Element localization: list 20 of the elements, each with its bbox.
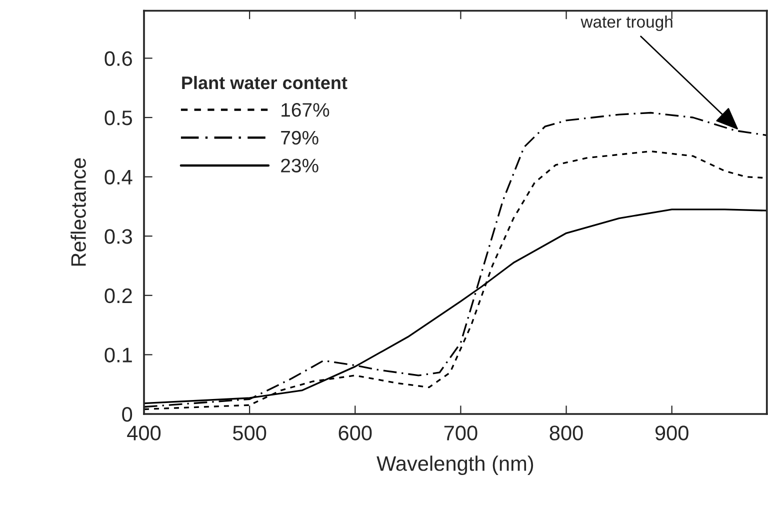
y-tick-label: 0.1 [104,348,132,362]
y-tick-label: 0.6 [104,51,132,66]
y-axis-title: Reflectance [70,158,86,266]
annotation: water trough [580,15,672,32]
legend-label: 23% [281,158,318,172]
y-tick-label: 0.2 [104,288,132,304]
x-tick-label: 700 [444,426,478,440]
legend-label: 79% [281,130,318,145]
x-tick-label: 800 [550,426,583,440]
y-tick-label: 0.3 [104,229,132,244]
y-tick-label: 0.5 [104,110,132,126]
x-tick-label: 600 [338,426,372,440]
x-tick-label: 500 [233,426,266,440]
x-tick-label: 900 [655,426,688,440]
x-axis-title: Wavelength (nm) [376,456,534,476]
y-tick-label: 0 [122,406,132,422]
x-tick-label: 400 [127,426,161,440]
legend-label: 167% [282,103,330,117]
y-tick-label: 0.4 [104,170,132,185]
legend-title: Plant water content [182,76,348,90]
